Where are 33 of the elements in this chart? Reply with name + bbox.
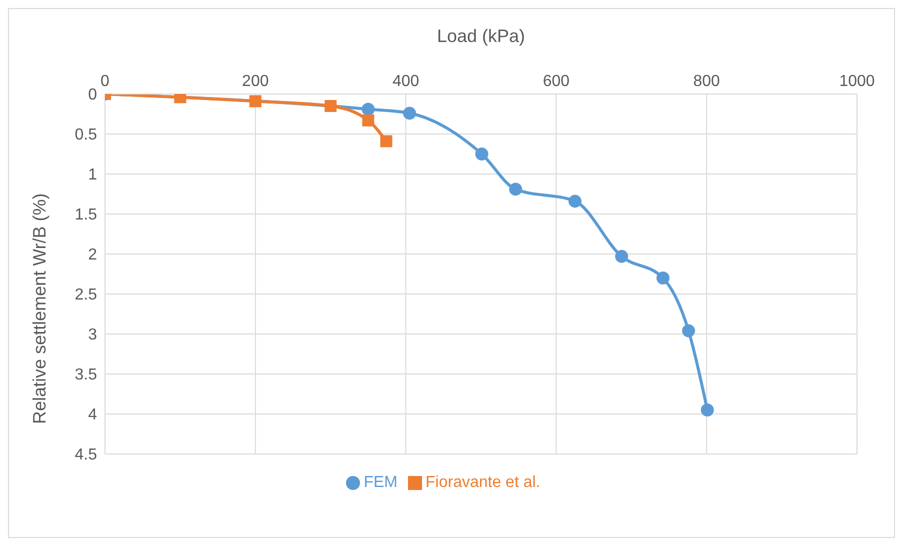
x-tick-label: 400: [392, 73, 420, 90]
x-tick-label: 200: [242, 73, 269, 90]
y-tick-label: 4.5: [74, 446, 98, 464]
x-axis-title: Load (kPa): [436, 26, 526, 46]
y-tick-label: 0: [88, 86, 98, 104]
x-tick-label: 1000: [839, 73, 875, 90]
y-tick-label: 3.5: [74, 366, 98, 384]
x-tick-label: 800: [693, 73, 720, 90]
point: [700, 404, 714, 416]
y-tick-label: 2: [88, 246, 98, 264]
point: [380, 135, 392, 148]
y-tick-label: 2.5: [74, 286, 98, 304]
y-tick-label: 4: [88, 406, 98, 424]
legend-label: Fioravante et al.: [426, 474, 540, 491]
point: [362, 114, 374, 126]
y-tick-label: 3: [88, 326, 98, 344]
point: [475, 148, 488, 160]
point: [324, 100, 337, 112]
x-tick-label: 0: [100, 73, 110, 90]
y-tick-label: 1.5: [74, 206, 98, 224]
point: [249, 95, 262, 108]
y-tick-label: 0.5: [74, 126, 98, 144]
y-tick-label: 1: [88, 166, 98, 184]
y-axis-title: Relative settlement Wr/B (%): [29, 193, 50, 424]
legend-label: FEM: [364, 474, 398, 491]
point: [615, 250, 628, 263]
point: [682, 324, 696, 338]
point: [362, 102, 375, 116]
point: [568, 194, 582, 208]
point: [656, 272, 670, 284]
x-tick-label: 600: [542, 73, 570, 90]
point: [509, 182, 522, 196]
point: [403, 106, 416, 120]
